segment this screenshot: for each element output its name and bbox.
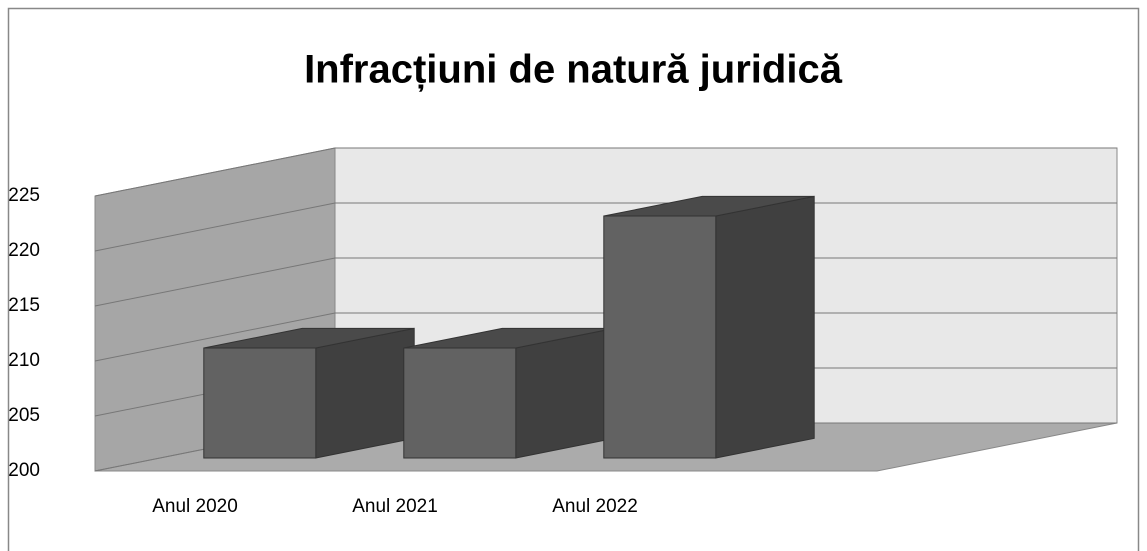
grid-line [94,312,1117,362]
bar-front [203,347,317,459]
y-tick-label: 220 [8,240,40,261]
x-tick-label: Anul 2021 [352,496,438,517]
bar-side [315,327,415,459]
bar-side [515,327,615,459]
x-tick-label: Anul 2020 [152,496,238,517]
chart-title: Infracțiuni de natură juridică [304,48,843,92]
bar [403,327,615,459]
y-tick-label: 215 [8,295,40,316]
bar [203,327,415,459]
grid-line [94,202,1117,252]
grid-line [94,257,1117,307]
y-tick-label: 225 [8,185,40,206]
bar-front [403,347,517,459]
y-tick-label: 205 [8,405,40,426]
y-tick-label: 210 [8,350,40,371]
bar [603,195,815,459]
bar-side [715,195,815,459]
grid-line [94,147,1117,197]
x-tick-label: Anul 2022 [552,496,638,517]
y-tick-label: 200 [8,460,40,481]
bar-front [603,215,717,459]
